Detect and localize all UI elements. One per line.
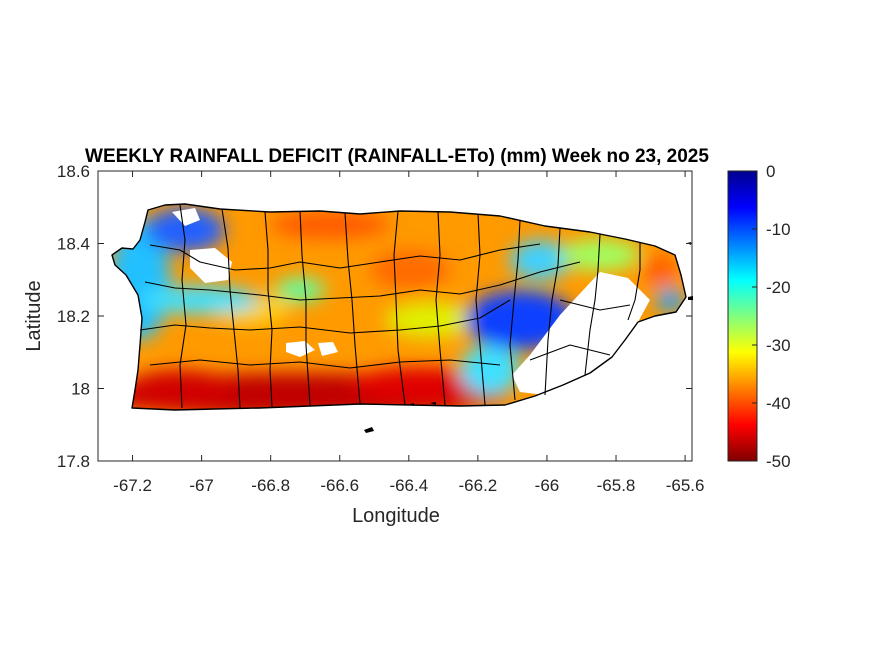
offshore-islands <box>364 242 693 433</box>
chart-title: WEEKLY RAINFALL DEFICIT (RAINFALL-ETo) (… <box>85 146 709 167</box>
colorbar-tick-label: -40 <box>766 394 791 413</box>
x-axis: -67.2 -67 -66.8 -66.6 -66.4 -66.2 -66 -65.8 -65.… <box>113 171 704 495</box>
colorbar-tick-label: -30 <box>766 336 791 355</box>
y-tick-label: 18 <box>71 380 90 399</box>
colorbar-gradient <box>727 170 758 462</box>
x-tick-label: -66.2 <box>459 476 498 495</box>
x-tick-label: -66.6 <box>320 476 359 495</box>
municipal-boundaries <box>111 203 687 411</box>
x-tick-label: -65.6 <box>666 476 705 495</box>
x-tick-label: -66 <box>535 476 560 495</box>
colorbar: 0 -10 -20 -30 -40 -50 <box>727 162 791 471</box>
colorbar-tick-label: -10 <box>766 220 791 239</box>
y-axis-label: Latitude <box>23 280 45 351</box>
x-axis-label: Longitude <box>352 505 440 527</box>
colorbar-ticks: 0 -10 -20 -30 -40 -50 <box>752 162 791 471</box>
y-tick-label: 17.8 <box>57 452 90 471</box>
colorbar-tick-label: 0 <box>766 162 775 181</box>
y-axis: 17.8 18 18.2 18.4 18.6 <box>57 162 692 471</box>
y-tick-label: 18.4 <box>57 235 90 254</box>
x-tick-label: -66.4 <box>389 476 428 495</box>
x-tick-label: -67.2 <box>113 476 152 495</box>
y-tick-label: 18.6 <box>57 162 90 181</box>
colorbar-tick-label: -20 <box>766 278 791 297</box>
y-tick-label: 18.2 <box>57 307 90 326</box>
x-tick-label: -66.8 <box>251 476 290 495</box>
colorbar-tick-label: -50 <box>766 452 791 471</box>
x-tick-label: -65.8 <box>597 476 636 495</box>
x-tick-label: -67 <box>189 476 214 495</box>
